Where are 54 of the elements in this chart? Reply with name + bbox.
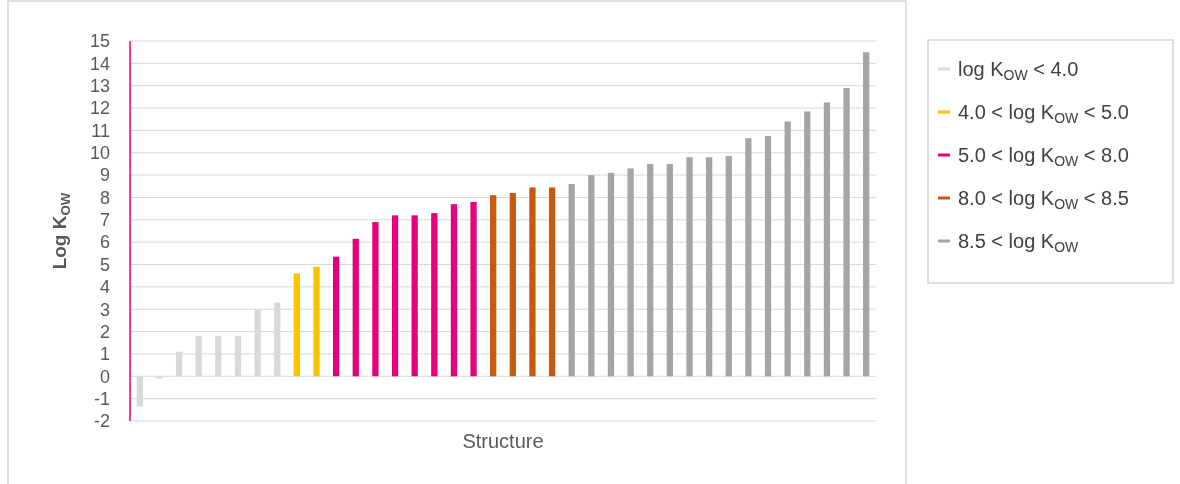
y-tick-label: -1 <box>93 388 110 409</box>
y-tick-label: -2 <box>93 411 110 432</box>
y-tick-label: 0 <box>99 366 110 387</box>
y-tick-label: 15 <box>89 31 110 52</box>
bar <box>450 204 458 377</box>
bar <box>352 238 359 377</box>
y-tick-label: 2 <box>99 321 110 342</box>
y-tick-label: 11 <box>91 120 110 141</box>
legend-label: 5.0 < log K$_{OW}$ < 8.0 <box>958 144 1129 170</box>
bar <box>313 266 320 377</box>
bar <box>745 138 752 377</box>
bar <box>529 187 536 377</box>
bar <box>490 195 497 377</box>
x-axis-title: Structure <box>462 430 544 452</box>
legend-label: 8.0 < log K$_{OW}$ < 8.5 <box>958 187 1129 213</box>
bar <box>764 136 772 377</box>
bar <box>470 201 477 377</box>
y-tick-label: 7 <box>99 210 110 231</box>
bar <box>332 256 340 377</box>
bar <box>804 111 811 377</box>
y-tick-label: 12 <box>89 98 110 119</box>
bar <box>411 215 418 377</box>
bar <box>863 52 870 377</box>
bar <box>823 102 831 377</box>
y-tick-label: 4 <box>99 277 110 298</box>
y-tick-label: 14 <box>89 53 110 74</box>
y-tick-label: 6 <box>99 232 110 253</box>
bar <box>705 157 713 377</box>
legend-label: 4.0 < log K$_{OW}$ < 5.0 <box>958 101 1129 127</box>
bar <box>568 184 575 377</box>
bar <box>725 156 732 377</box>
y-tick-label: 9 <box>99 165 110 186</box>
bar <box>548 187 556 377</box>
bar <box>843 87 850 377</box>
bar <box>607 172 615 377</box>
legend-label: 8.5 < log K$_{OW}$ <box>958 230 1080 256</box>
bar <box>431 213 438 377</box>
bar <box>647 163 654 377</box>
y-tick-label: 1 <box>99 344 110 365</box>
bar <box>666 163 674 377</box>
legend-label: log K$_{OW}$ < 4.0 <box>958 58 1079 84</box>
y-tick-label: 13 <box>89 76 110 97</box>
bar <box>784 121 791 377</box>
bar <box>509 193 516 377</box>
y-tick-label: 8 <box>99 187 110 208</box>
bar <box>588 175 595 377</box>
bar <box>391 215 399 377</box>
bar <box>627 168 634 377</box>
y-tick-label: 10 <box>89 143 110 164</box>
bar <box>372 222 379 377</box>
bar <box>686 157 693 377</box>
y-tick-label: 3 <box>99 299 110 320</box>
y-tick-label: 5 <box>99 254 110 275</box>
bar <box>293 273 301 377</box>
